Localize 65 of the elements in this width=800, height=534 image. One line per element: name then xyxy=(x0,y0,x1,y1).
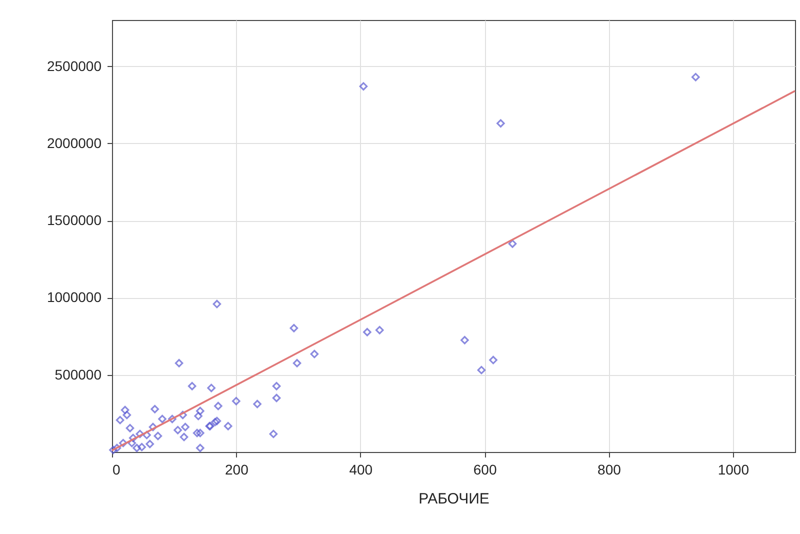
point xyxy=(212,300,222,308)
x-tick-label: 800 xyxy=(598,462,622,478)
point xyxy=(142,430,151,440)
point xyxy=(122,410,132,420)
point xyxy=(136,430,144,438)
point xyxy=(224,422,232,430)
point xyxy=(489,356,498,364)
point xyxy=(359,82,368,90)
y-tick-label: 2000000 xyxy=(46,134,102,151)
point xyxy=(158,414,166,424)
point xyxy=(508,240,517,248)
point xyxy=(181,422,190,432)
x-tick-label: 600 xyxy=(473,462,497,478)
point xyxy=(178,410,187,420)
y-tick-label: 2500000 xyxy=(46,58,102,74)
point xyxy=(496,119,505,128)
point xyxy=(174,426,182,434)
y-tick-label: 1500000 xyxy=(46,212,102,228)
point xyxy=(212,416,222,426)
point xyxy=(132,444,141,452)
point xyxy=(207,384,216,392)
point xyxy=(194,412,202,420)
point xyxy=(214,402,222,410)
point xyxy=(210,418,220,426)
point xyxy=(120,406,130,414)
y-tick-label: 1000000 xyxy=(46,289,102,306)
point xyxy=(196,406,204,416)
point xyxy=(272,382,281,390)
point xyxy=(150,404,159,414)
point xyxy=(154,432,162,440)
point xyxy=(128,438,136,448)
point xyxy=(232,396,240,406)
point xyxy=(292,358,302,368)
point xyxy=(692,72,700,82)
point xyxy=(126,424,134,432)
point xyxy=(112,444,122,452)
x-tick-label: 0 xyxy=(112,462,120,478)
point xyxy=(119,438,128,448)
point xyxy=(148,422,158,432)
x-tick-label: 200 xyxy=(225,462,249,478)
x-tick-label: 400 xyxy=(349,462,373,478)
point xyxy=(138,442,146,452)
point xyxy=(363,328,372,336)
point xyxy=(272,394,281,402)
point xyxy=(174,358,184,368)
point xyxy=(290,324,298,332)
point xyxy=(116,416,124,424)
point xyxy=(310,350,319,358)
y-tick-label: 500000 xyxy=(54,366,102,382)
point xyxy=(180,432,188,442)
point xyxy=(253,400,262,408)
x-tick-label: 1000 xyxy=(718,462,750,478)
point xyxy=(128,434,138,442)
point xyxy=(375,326,384,334)
x-axis-title: РАБОЧИЕ xyxy=(418,490,490,508)
point xyxy=(196,428,204,438)
point xyxy=(477,366,486,374)
point xyxy=(269,430,278,438)
point xyxy=(146,440,154,448)
point xyxy=(196,444,204,452)
point xyxy=(168,414,176,424)
point xyxy=(109,446,118,454)
point xyxy=(188,382,196,390)
point xyxy=(192,428,202,438)
point xyxy=(460,336,469,344)
